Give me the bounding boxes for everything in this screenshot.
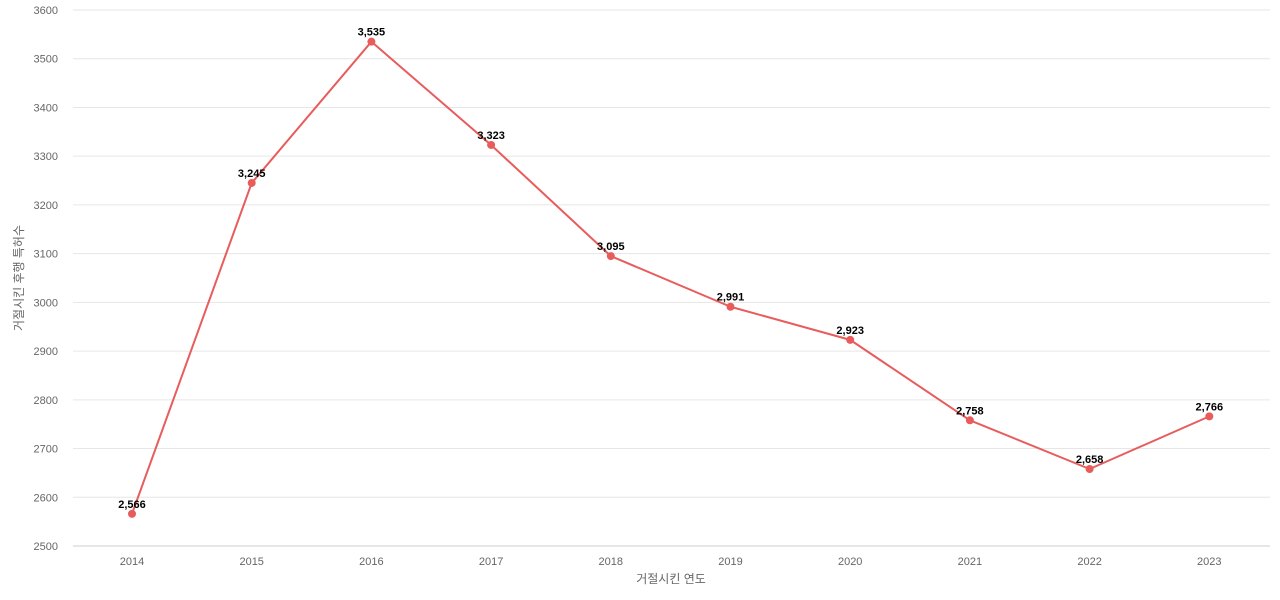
data-point (1085, 465, 1094, 474)
gridlines (73, 9, 1270, 547)
series-line (131, 40, 1210, 515)
y-tick-label: 3300 (34, 151, 58, 163)
y-tick-label: 3500 (34, 54, 58, 66)
y-tick-label: 2700 (34, 444, 58, 456)
data-labels: 2,566 3,245 3,535 3,323 3,095 2,991 2,923 2,758… (118, 27, 1223, 511)
y-tick-label: 3100 (34, 249, 58, 261)
data-point (846, 335, 855, 344)
y-tick-label: 2900 (34, 346, 58, 358)
x-tick-label: 2020 (838, 556, 862, 568)
y-tick-label: 3000 (34, 297, 58, 309)
y-tick-label: 2800 (34, 395, 58, 407)
x-tick-label: 2023 (1197, 556, 1221, 568)
data-label: 2,923 (836, 325, 864, 337)
series (128, 37, 1214, 518)
data-label: 2,991 (717, 292, 745, 304)
y-axis-ticks: 2500 2600 2700 2800 2900 3000 3100 3200 3300 3400… (34, 5, 58, 553)
data-point (247, 178, 256, 187)
x-tick-label: 2018 (599, 556, 623, 568)
data-label: 3,323 (477, 130, 505, 142)
data-label: 2,658 (1076, 454, 1104, 466)
x-axis-title: 거절시킨 연도 (636, 572, 706, 586)
x-tick-label: 2017 (479, 556, 503, 568)
data-label: 3,535 (358, 27, 386, 39)
data-point (128, 509, 136, 518)
data-label: 3,095 (597, 241, 625, 253)
data-point (965, 416, 974, 425)
x-tick-label: 2019 (718, 556, 742, 568)
data-label: 2,566 (118, 499, 146, 511)
data-label: 3,245 (238, 168, 266, 180)
x-tick-label: 2022 (1077, 556, 1101, 568)
data-label: 2,766 (1196, 401, 1224, 413)
y-tick-label: 3400 (34, 102, 58, 114)
y-tick-label: 2600 (34, 492, 58, 504)
data-point (367, 37, 376, 46)
data-point (487, 140, 496, 149)
y-tick-label: 2500 (34, 541, 58, 553)
data-point (606, 252, 615, 261)
x-tick-label: 2015 (239, 556, 263, 568)
y-axis-title: 거절시킨 후행 특허수 (11, 225, 26, 331)
data-point (726, 302, 735, 311)
x-tick-label: 2021 (958, 556, 982, 568)
data-point (1205, 412, 1214, 421)
x-axis-ticks: 2014 2015 2016 2017 2018 2019 2020 2021 2022 2023 (120, 556, 1222, 568)
x-tick-label: 2014 (120, 556, 144, 568)
y-tick-label: 3200 (34, 200, 58, 212)
data-label: 2,758 (956, 405, 984, 417)
y-tick-label: 3600 (34, 5, 58, 17)
x-tick-label: 2016 (359, 556, 383, 568)
